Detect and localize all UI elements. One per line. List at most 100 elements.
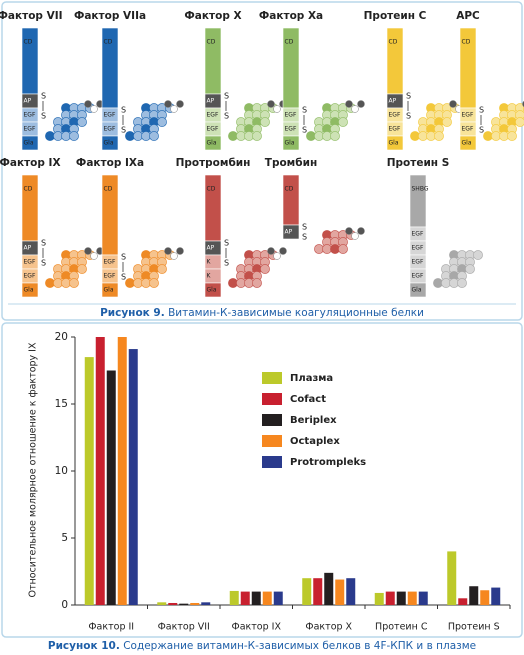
bar xyxy=(313,578,323,605)
bar xyxy=(240,591,250,605)
bar xyxy=(117,337,127,605)
x-tick-label: Фактор IX xyxy=(232,622,282,633)
domain-label: K xyxy=(207,273,212,280)
x-tick-label: Фактор VII xyxy=(158,622,210,633)
domain-blob xyxy=(157,117,167,127)
domain xyxy=(204,282,222,298)
domain-label: Gla xyxy=(24,140,34,147)
bar xyxy=(128,349,138,605)
domain-label: EGF xyxy=(285,126,297,133)
bar xyxy=(106,370,116,605)
bond-label: S xyxy=(121,253,126,262)
legend-label: Beriplex xyxy=(290,415,337,426)
domain-label: EGF xyxy=(389,112,401,119)
bond-label: S xyxy=(121,106,126,115)
domain xyxy=(386,135,404,151)
active-site xyxy=(267,247,275,255)
bar xyxy=(407,591,417,605)
domain-blob xyxy=(330,131,340,141)
bond-label: S xyxy=(302,106,307,115)
bond-label: S xyxy=(41,112,46,121)
bond-label: S xyxy=(406,112,411,121)
bar xyxy=(84,357,94,605)
domain-label: Gla xyxy=(412,287,422,294)
active-site xyxy=(84,100,92,108)
domain-label: Gla xyxy=(285,140,295,147)
domain xyxy=(459,135,477,151)
domain xyxy=(101,135,119,151)
bar xyxy=(95,337,105,605)
domain-label: EGF xyxy=(24,273,36,280)
domain-label: CD xyxy=(207,186,216,193)
domain xyxy=(204,135,222,151)
domain-label: CD xyxy=(207,39,216,46)
bar xyxy=(469,586,479,605)
bond-label: S xyxy=(302,223,307,232)
bar xyxy=(335,579,345,605)
figure9-caption: Рисунок 9. Витамин-К-зависимые коагуляци… xyxy=(100,307,424,319)
active-site xyxy=(273,105,281,113)
domain-blob xyxy=(77,264,87,274)
domain-blob xyxy=(260,264,270,274)
active-site xyxy=(164,100,172,108)
legend-label: Cofact xyxy=(290,394,326,405)
domain-label: EGF xyxy=(412,273,424,280)
domain-label: EGF xyxy=(462,112,474,119)
domain xyxy=(409,174,427,228)
domain-label: CD xyxy=(24,39,33,46)
domain-blob xyxy=(457,278,467,288)
active-site xyxy=(176,100,184,108)
active-site xyxy=(170,105,178,113)
legend-label: Protrompleks xyxy=(290,457,366,468)
domain-label: K xyxy=(207,259,212,266)
protein-name: Фактор VII xyxy=(0,10,63,22)
bond-label: S xyxy=(41,239,46,248)
domain xyxy=(282,174,300,226)
domain-label: EGF xyxy=(207,126,219,133)
domain-blob xyxy=(252,131,262,141)
domain-label: CD xyxy=(24,186,33,193)
protein-name: APC xyxy=(456,10,480,22)
bar xyxy=(385,591,395,605)
active-site xyxy=(176,247,184,255)
domain xyxy=(409,282,427,298)
domain-label: Gla xyxy=(207,140,217,147)
domain xyxy=(101,282,119,298)
protein-name: Фактор X xyxy=(184,10,241,22)
active-site xyxy=(90,252,98,260)
bar xyxy=(374,592,384,605)
legend-swatch xyxy=(262,372,282,384)
active-site xyxy=(351,232,359,240)
active-site xyxy=(279,247,287,255)
protein-name: Фактор IXa xyxy=(76,157,144,169)
x-tick-label: Протеин C xyxy=(375,622,428,633)
y-tick-label: 0 xyxy=(61,599,68,611)
domain-label: Gla xyxy=(104,140,114,147)
domain-label: EGF xyxy=(462,126,474,133)
domain-label: EGF xyxy=(24,259,36,266)
active-site xyxy=(84,247,92,255)
domain xyxy=(282,135,300,151)
domain-label: Gla xyxy=(462,140,472,147)
domain-label: AP xyxy=(207,245,215,252)
bar xyxy=(324,572,334,605)
protein-name: Протеин S xyxy=(387,157,450,169)
domain-label: CD xyxy=(285,39,294,46)
active-site xyxy=(351,105,359,113)
domain xyxy=(21,282,39,298)
bond-label: S xyxy=(479,106,484,115)
domain-label: EGF xyxy=(285,112,297,119)
protein-name: Протеин C xyxy=(364,10,427,22)
domain-blob xyxy=(473,250,483,260)
domain-label: Gla xyxy=(389,140,399,147)
y-tick-label: 10 xyxy=(55,465,68,477)
active-site xyxy=(170,252,178,260)
caption-label: Рисунок 10. xyxy=(48,640,120,652)
bond-label: S xyxy=(224,92,229,101)
bar xyxy=(396,591,406,605)
domain-blob xyxy=(507,131,517,141)
bond-label: S xyxy=(224,112,229,121)
figure10-caption: Рисунок 10. Содержание витамин-К-зависим… xyxy=(48,640,476,652)
domain-label: CD xyxy=(104,39,113,46)
domain-label: Gla xyxy=(24,287,34,294)
